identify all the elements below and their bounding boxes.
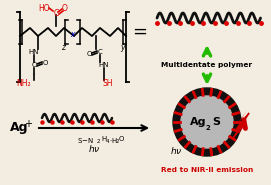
Text: O: O [119, 136, 124, 142]
Text: Multidentate polymer: Multidentate polymer [162, 62, 253, 68]
Text: 2: 2 [206, 125, 211, 131]
Text: NH₂: NH₂ [17, 78, 31, 88]
Text: SH: SH [103, 78, 113, 88]
Polygon shape [233, 113, 249, 138]
Text: C: C [53, 9, 59, 18]
Text: HN: HN [99, 62, 109, 68]
Text: z: z [61, 43, 65, 51]
Text: O: O [42, 60, 48, 66]
Text: Ag: Ag [10, 122, 28, 134]
Circle shape [181, 96, 233, 148]
Text: C: C [98, 49, 102, 55]
Text: $h\nu$: $h\nu$ [170, 145, 182, 157]
Circle shape [173, 88, 241, 156]
Text: +: + [24, 119, 32, 129]
Text: x: x [70, 29, 74, 38]
Text: 4: 4 [106, 139, 109, 144]
Text: HN: HN [29, 49, 39, 55]
Text: $\cdot$H: $\cdot$H [109, 136, 118, 145]
Text: $h\nu$: $h\nu$ [88, 142, 100, 154]
Text: 2: 2 [97, 139, 101, 144]
Text: S: S [212, 117, 220, 127]
Text: y: y [120, 43, 124, 51]
Polygon shape [234, 113, 250, 138]
Text: 2: 2 [116, 139, 120, 144]
Text: Ag: Ag [189, 117, 206, 127]
Text: O: O [62, 4, 68, 13]
Text: HO: HO [38, 4, 50, 13]
Text: Red to NIR-II emission: Red to NIR-II emission [161, 167, 253, 173]
Text: S$-$N: S$-$N [77, 136, 94, 145]
Text: H: H [101, 136, 106, 142]
Text: =: = [133, 23, 147, 41]
Polygon shape [233, 112, 246, 132]
Text: O: O [86, 51, 92, 57]
Text: C: C [32, 62, 36, 68]
